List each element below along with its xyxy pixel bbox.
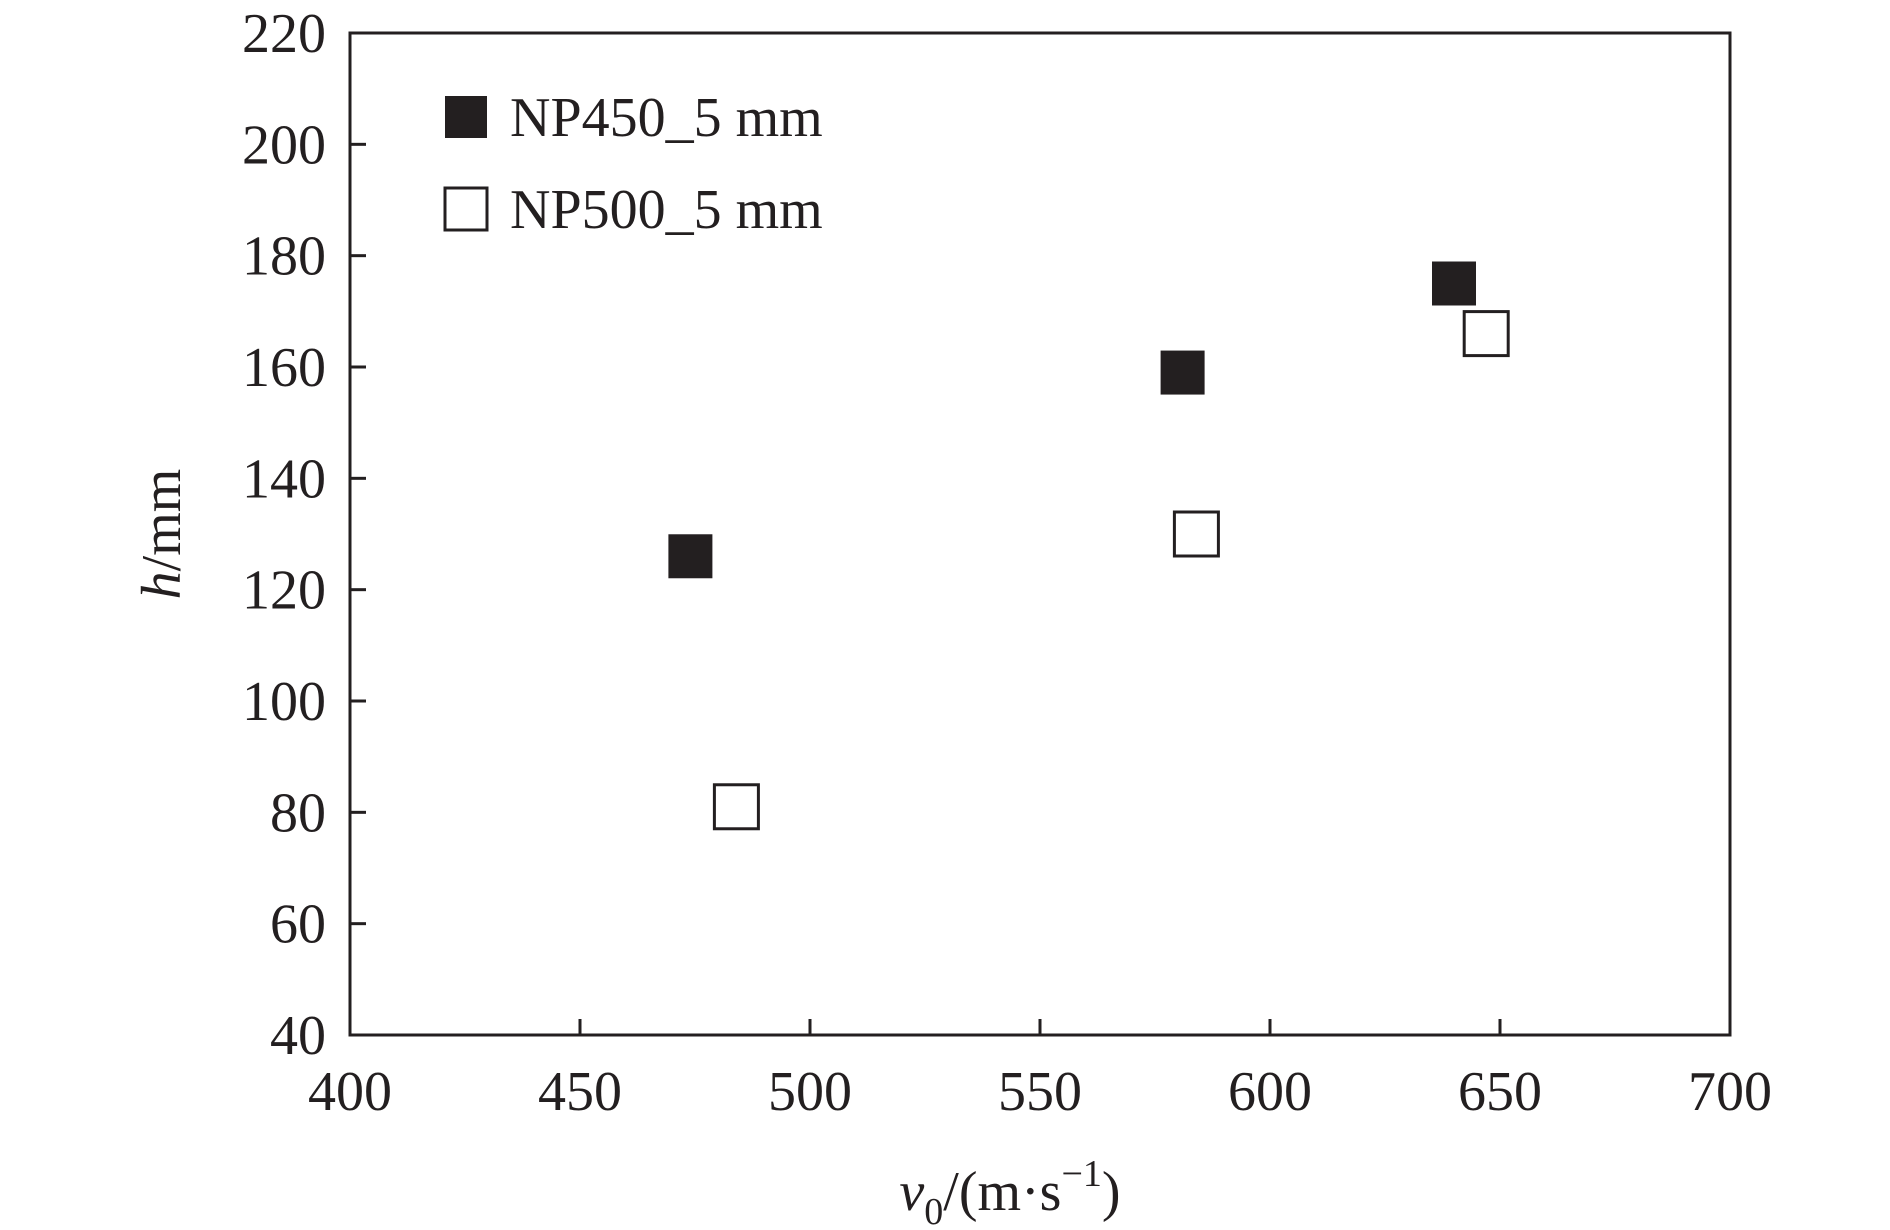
np450-data-point: [668, 534, 713, 579]
y-tick-label: 120: [242, 560, 326, 622]
legend: NP450_5 mm NP500_5 mm: [443, 87, 823, 241]
y-tick-label: 80: [270, 782, 326, 844]
np500-data-point: [1172, 510, 1220, 558]
y-tick-label: 100: [242, 671, 326, 733]
x-axis-subscript: 0: [924, 1191, 943, 1230]
y-tick-label: 60: [270, 894, 326, 956]
x-tick-label: 500: [768, 1061, 852, 1123]
x-axis-unit: /(m·s: [943, 1161, 1061, 1223]
x-axis-title: v0/(m·s−1): [899, 1153, 1120, 1230]
legend-swatch: [443, 186, 489, 232]
y-tick-label: 140: [242, 448, 326, 510]
y-axis-title: h/mm: [131, 469, 193, 600]
y-axis-tick-labels: 40 60 80 100 120 140 160 180 200 220: [242, 3, 326, 1067]
x-axis-unit-close: ): [1102, 1161, 1121, 1223]
np450-data-point: [1432, 261, 1476, 306]
np500-data-point: [1462, 310, 1510, 358]
plot-frame: [348, 31, 1732, 1037]
y-axis-symbol: h: [131, 571, 193, 599]
x-axis-exponent: −1: [1061, 1153, 1101, 1195]
x-tick-label: 400: [308, 1061, 392, 1123]
x-axis-tick-labels: 400 450 500 550 600 650 700: [308, 1061, 1772, 1123]
y-axis-ticks: [350, 142, 366, 926]
legend-label: NP500_5 mm: [510, 179, 823, 241]
x-tick-label: 600: [1228, 1061, 1312, 1123]
np500-data-point: [712, 783, 760, 831]
y-tick-label: 180: [242, 226, 326, 288]
x-axis-symbol: v: [899, 1161, 924, 1223]
np450-data-point: [1160, 350, 1205, 395]
x-tick-label: 700: [1688, 1061, 1772, 1123]
y-axis-unit: /mm: [131, 469, 193, 572]
x-tick-label: 650: [1458, 1061, 1542, 1123]
data-points: [668, 261, 1510, 831]
x-tick-label: 550: [998, 1061, 1082, 1123]
x-tick-label: 450: [538, 1061, 622, 1123]
legend-label: NP450_5 mm: [510, 87, 823, 149]
y-tick-label: 160: [242, 337, 326, 399]
legend-swatch: [445, 96, 487, 138]
y-tick-label: 220: [242, 3, 326, 65]
y-tick-label: 40: [270, 1005, 326, 1067]
x-axis-ticks: [578, 1019, 1502, 1035]
y-tick-label: 200: [242, 114, 326, 176]
